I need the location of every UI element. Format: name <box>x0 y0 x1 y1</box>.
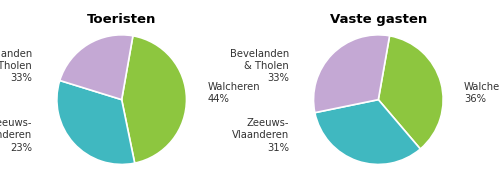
Text: Walcheren
36%: Walcheren 36% <box>464 82 500 104</box>
Text: Zeeuws-
Vlaanderen
31%: Zeeuws- Vlaanderen 31% <box>232 118 289 153</box>
Wedge shape <box>122 36 186 163</box>
Wedge shape <box>57 80 134 164</box>
Title: Toeristen: Toeristen <box>87 13 156 26</box>
Wedge shape <box>314 35 390 113</box>
Wedge shape <box>315 100 420 164</box>
Text: Zeeuws-
Vlaanderen
23%: Zeeuws- Vlaanderen 23% <box>0 118 32 153</box>
Wedge shape <box>60 35 133 100</box>
Wedge shape <box>378 36 443 149</box>
Text: Walcheren
44%: Walcheren 44% <box>207 82 260 104</box>
Text: Bevelanden
& Tholen
33%: Bevelanden & Tholen 33% <box>0 49 32 83</box>
Title: Vaste gasten: Vaste gasten <box>330 13 427 26</box>
Text: Bevelanden
& Tholen
33%: Bevelanden & Tholen 33% <box>230 49 289 83</box>
